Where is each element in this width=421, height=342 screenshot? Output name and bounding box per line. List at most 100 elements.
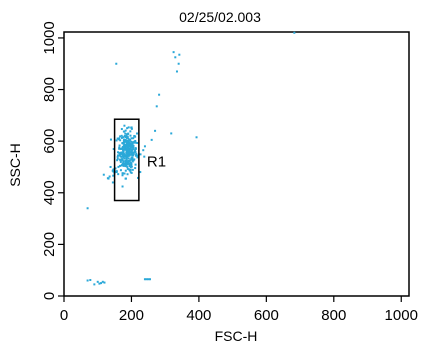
data-point <box>126 161 129 164</box>
data-point <box>123 172 126 175</box>
data-point <box>119 159 122 162</box>
data-point <box>123 157 126 160</box>
data-point <box>124 177 127 180</box>
data-point <box>121 163 124 166</box>
data-point <box>103 281 106 284</box>
data-point <box>125 162 128 165</box>
plot-frame <box>63 31 410 297</box>
data-point <box>122 156 125 159</box>
data-point <box>128 150 131 153</box>
data-point <box>131 168 134 171</box>
data-point <box>124 144 127 147</box>
data-point <box>129 138 132 141</box>
data-point <box>122 142 125 145</box>
data-point <box>125 152 128 155</box>
data-point <box>126 127 129 130</box>
data-point <box>131 154 134 157</box>
data-point <box>128 152 131 155</box>
data-point <box>155 105 158 108</box>
data-point <box>118 144 121 147</box>
data-point <box>142 149 145 152</box>
data-point <box>120 155 123 158</box>
data-point <box>89 279 92 281</box>
data-point <box>126 136 129 139</box>
data-point <box>118 152 121 155</box>
data-point <box>128 169 131 172</box>
data-point <box>174 56 177 59</box>
data-point <box>122 161 125 164</box>
data-point <box>112 148 115 151</box>
data-point <box>124 132 127 135</box>
data-point <box>134 148 137 151</box>
data-point <box>124 155 127 158</box>
data-point <box>130 158 133 161</box>
data-point <box>129 153 132 156</box>
data-point <box>134 167 137 170</box>
data-point <box>108 175 111 178</box>
data-point <box>129 145 132 148</box>
data-point <box>122 160 125 163</box>
data-point <box>127 149 130 152</box>
data-point <box>130 162 133 165</box>
data-point <box>126 152 129 155</box>
data-point <box>127 168 130 171</box>
data-point <box>175 70 178 73</box>
data-point <box>131 141 134 144</box>
data-point <box>195 136 198 139</box>
data-point <box>127 140 130 143</box>
data-point <box>177 62 180 65</box>
data-point <box>130 164 133 167</box>
data-point <box>117 165 120 168</box>
data-point <box>135 153 138 156</box>
data-point <box>131 143 134 146</box>
data-point <box>129 161 132 164</box>
data-point <box>98 282 101 285</box>
data-point <box>116 159 119 162</box>
data-point <box>123 146 126 149</box>
data-point <box>122 164 125 167</box>
data-point <box>127 160 130 163</box>
data-point <box>119 169 122 172</box>
data-point <box>131 152 134 155</box>
data-point <box>115 139 118 142</box>
y-tick-label: 1000 <box>41 21 58 54</box>
data-point <box>120 128 123 131</box>
data-point <box>119 151 122 154</box>
data-point <box>122 139 125 142</box>
data-point <box>131 148 134 151</box>
data-point <box>129 147 132 150</box>
data-point <box>137 154 140 157</box>
data-point <box>116 157 119 160</box>
gate-r1[interactable] <box>113 118 140 202</box>
data-point <box>145 278 148 281</box>
data-point <box>121 172 124 175</box>
x-tick-label: 0 <box>60 307 68 324</box>
data-point <box>133 150 136 153</box>
data-point <box>121 142 124 145</box>
data-point <box>86 279 89 282</box>
data-point <box>125 137 128 140</box>
data-point <box>172 51 175 54</box>
data-point <box>126 167 129 170</box>
data-point <box>93 283 96 286</box>
data-point <box>112 170 115 173</box>
data-point <box>126 163 129 166</box>
data-point <box>115 170 118 173</box>
x-axis: 0 200 400 600 800 1000 <box>60 296 418 324</box>
data-point <box>128 164 131 167</box>
data-point <box>132 146 135 149</box>
data-point <box>128 159 131 162</box>
data-point <box>143 145 146 148</box>
y-tick-label: 400 <box>41 180 58 205</box>
data-point <box>128 162 131 165</box>
data-point <box>126 166 129 169</box>
data-point <box>117 151 120 154</box>
data-point <box>130 143 133 146</box>
data-point <box>125 159 128 162</box>
data-point <box>119 164 122 167</box>
data-point <box>121 153 124 156</box>
data-point <box>123 138 126 141</box>
data-point <box>122 136 125 139</box>
data-point <box>132 144 135 147</box>
